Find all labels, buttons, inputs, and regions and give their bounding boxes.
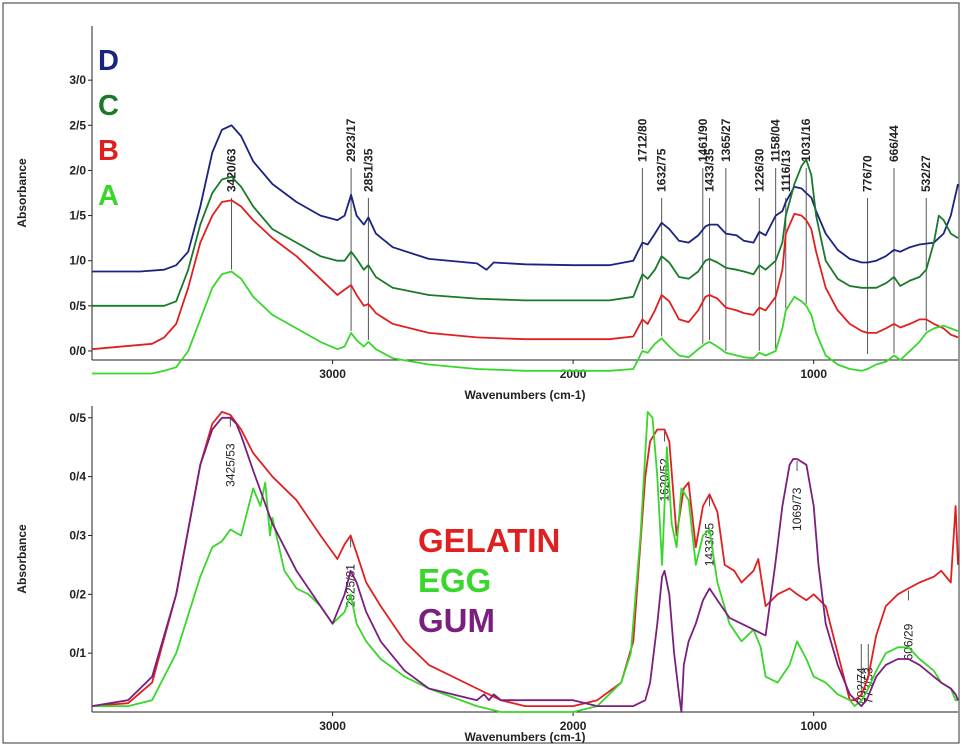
y-tick-label: 0/1 xyxy=(69,646,86,660)
x-tick-label: 3000 xyxy=(319,719,346,733)
legend-entry-a: A xyxy=(98,180,119,212)
y-axis-label: Absorbance xyxy=(15,524,29,594)
peak-label: 1433/35 xyxy=(703,148,717,192)
series-line-b xyxy=(91,199,959,351)
x-tick-label: 1000 xyxy=(800,719,827,733)
peak-label: 2923/17 xyxy=(344,118,358,162)
series-line-d xyxy=(92,124,959,273)
peak-label: 3420/63 xyxy=(225,148,239,192)
peak-label: 532/27 xyxy=(919,155,933,192)
series-line-gum xyxy=(91,416,959,713)
y-tick-label: 3/0 xyxy=(69,73,86,87)
y-tick-label: 2/5 xyxy=(69,118,86,132)
y-tick-label: 0/0 xyxy=(69,344,86,358)
y-tick-label: 1/0 xyxy=(69,254,86,268)
legend-entry-c: C xyxy=(98,90,119,122)
peak-label: 1712/80 xyxy=(635,118,649,162)
peak-label: 2925/81 xyxy=(344,564,358,608)
y-axis-label: Absorbance xyxy=(15,158,29,228)
y-tick-label: 0/3 xyxy=(69,528,86,542)
legend-entry-egg: EGG xyxy=(418,562,491,599)
x-tick-label: 2000 xyxy=(560,719,587,733)
x-tick-label: 3000 xyxy=(319,367,346,381)
x-axis-label: Wavenumbers (cm-1) xyxy=(465,730,586,744)
x-tick-label: 2000 xyxy=(560,367,587,381)
peak-label: 3425/53 xyxy=(223,443,237,487)
peak-label: 1069/73 xyxy=(790,487,804,531)
spectra-panel-samples: 0/0 0/5 1/0 1/5 2/0 2/5 3/0 3000 2000 1000 Wavenum… xyxy=(15,26,959,402)
peak-label: 2851/35 xyxy=(361,148,375,192)
legend-entry-b: B xyxy=(98,135,119,167)
y-tick-label: 0/5 xyxy=(69,299,86,313)
peak-label: 1632/75 xyxy=(655,148,669,192)
peak-label: 1461/90 xyxy=(696,118,710,162)
peak-label: 1158/04 xyxy=(769,119,783,162)
peak-label: 606/29 xyxy=(901,623,915,660)
peak-label: 776/70 xyxy=(861,155,875,192)
peak-label: 1116/13 xyxy=(779,150,793,192)
legend-entry-gelatin: GELATIN xyxy=(418,522,560,559)
peak-label: 666/44 xyxy=(887,125,901,162)
x-tick-label: 1000 xyxy=(800,367,827,381)
legend-entry-gum: GUM xyxy=(418,602,495,639)
y-tick-label: 2/0 xyxy=(69,163,86,177)
series-line-egg xyxy=(92,410,958,713)
y-tick-label: 0/4 xyxy=(69,470,86,484)
peak-label: 1226/30 xyxy=(752,148,766,192)
legend-entry-d: D xyxy=(98,45,119,77)
y-tick-label: 0/5 xyxy=(69,411,86,425)
peak-label: 1365/27 xyxy=(719,118,733,162)
y-tick-label: 1/5 xyxy=(69,209,86,223)
series-line-a xyxy=(92,270,959,375)
series-line-c xyxy=(92,158,959,307)
peak-label: 1031/16 xyxy=(799,118,813,162)
x-axis-label: Wavenumbers (cm-1) xyxy=(465,388,586,402)
y-tick-label: 0/2 xyxy=(69,587,86,601)
series-line-gelatin xyxy=(91,410,959,707)
spectra-panel-references: 0/1 0/2 0/3 0/4 0/5 3000 2000 1000 Wavenumbers (… xyxy=(15,406,959,744)
